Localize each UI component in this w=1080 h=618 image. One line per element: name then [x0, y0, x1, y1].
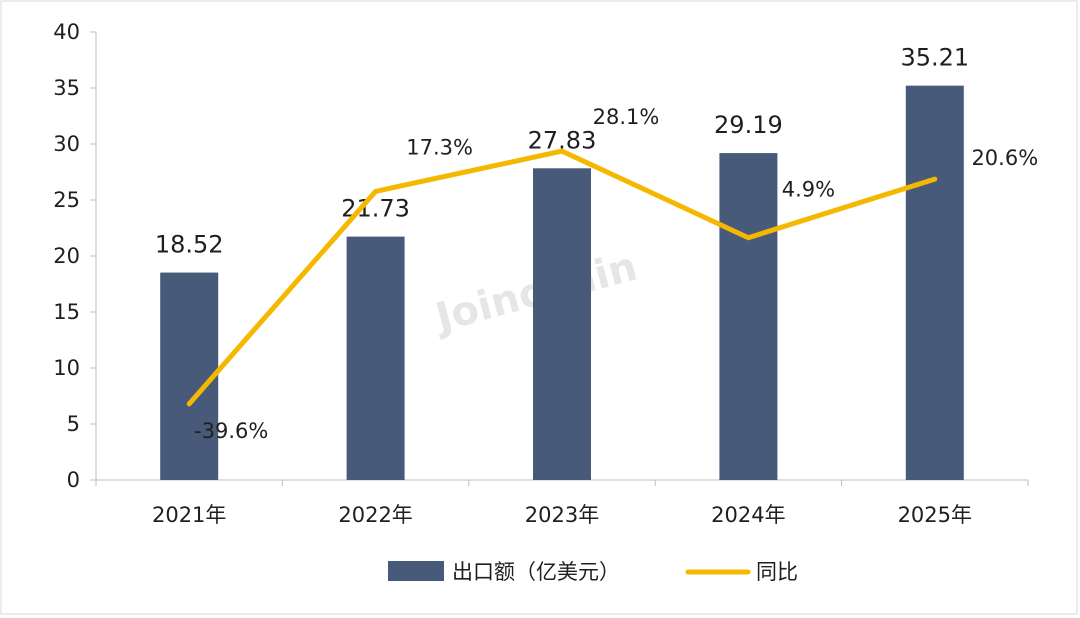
bar — [160, 272, 219, 480]
y-tick-label: 40 — [53, 20, 80, 44]
legend-bar-swatch — [388, 561, 444, 581]
line-data-label: 17.3% — [406, 135, 473, 159]
y-axis: 0 5 10 15 20 25 30 35 40 — [53, 20, 97, 492]
y-tick-label: 30 — [53, 132, 80, 156]
x-tick-label: 2024年 — [711, 503, 785, 527]
line-series: -39.6% 17.3% 28.1% 4.9% 20.6% — [186, 105, 1038, 443]
bar — [905, 85, 964, 480]
bar-data-label: 35.21 — [900, 44, 969, 72]
x-tick-label: 2025年 — [898, 503, 972, 527]
legend: 出口额（亿美元） 同比 — [388, 560, 798, 584]
x-tick-label: 2023年 — [525, 503, 599, 527]
bar — [346, 236, 405, 480]
legend-line-label: 同比 — [756, 560, 798, 584]
line-data-label: 20.6% — [971, 146, 1038, 170]
line-data-label: 28.1% — [593, 105, 660, 129]
x-tick-label: 2021年 — [152, 503, 226, 527]
y-tick-label: 15 — [53, 300, 80, 324]
line-data-label: 4.9% — [782, 178, 835, 202]
y-tick-label: 20 — [53, 244, 80, 268]
y-tick-label: 25 — [53, 188, 80, 212]
y-tick-label: 0 — [67, 468, 80, 492]
x-tick-label: 2022年 — [338, 503, 412, 527]
bar — [719, 153, 778, 480]
legend-bar-label: 出口额（亿美元） — [452, 560, 620, 584]
y-tick-label: 5 — [67, 412, 80, 436]
x-axis: 2021年 2022年 2023年 2024年 2025年 — [95, 479, 1029, 527]
bar-data-label: 29.19 — [714, 111, 783, 139]
y-tick-label: 10 — [53, 356, 80, 380]
line-data-label: -39.6% — [194, 419, 268, 443]
bar-data-label: 18.52 — [155, 231, 224, 259]
bar — [533, 168, 591, 480]
y-tick-label: 35 — [53, 76, 80, 100]
